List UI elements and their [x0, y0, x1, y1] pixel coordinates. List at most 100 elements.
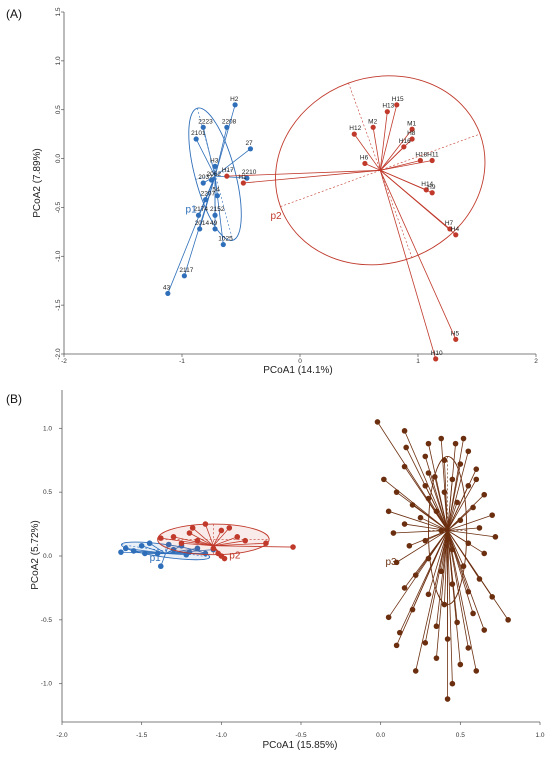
spoke-p2: [380, 160, 433, 171]
point-label: H1: [238, 174, 247, 181]
point-p1: [122, 545, 129, 552]
point-p2: [224, 173, 230, 179]
point-p2: [189, 525, 196, 531]
point-p2: [290, 544, 296, 550]
point-p3: [465, 645, 472, 651]
point-label: H18: [415, 152, 427, 159]
point-p2: [202, 521, 209, 527]
x-tick-label: -2: [61, 358, 67, 365]
point-p1: [142, 550, 148, 557]
point-p2: [429, 157, 435, 164]
point-p1: [247, 146, 254, 152]
point-p1: [146, 540, 153, 547]
x-tick-label: 1: [416, 358, 420, 365]
point-p1: [165, 541, 172, 548]
point-p3: [396, 629, 403, 636]
point-p1: [224, 124, 230, 130]
point-p1: [220, 241, 226, 248]
point-label: 2014: [195, 220, 210, 227]
point-p1: [138, 542, 145, 549]
group-label-p2: p2: [271, 211, 283, 222]
point-p3: [374, 419, 381, 425]
point-p2: [240, 180, 246, 186]
spoke-p1: [214, 104, 236, 177]
point-p3: [393, 642, 400, 649]
point-p1: [212, 212, 218, 218]
point-p3: [425, 440, 432, 447]
point-p1: [195, 212, 202, 218]
point-p3: [489, 594, 496, 600]
point-label: 2062: [207, 171, 222, 178]
y-tick-label: -2.0: [55, 348, 62, 360]
point-p2: [242, 537, 249, 544]
point-p3: [481, 550, 488, 557]
series-p3: p3: [374, 419, 511, 702]
point-p3: [401, 585, 408, 591]
spoke-p3: [415, 530, 448, 672]
y-tick-label: 1.0: [55, 56, 62, 65]
x-tick-label: 0: [298, 358, 302, 365]
point-label: H14: [421, 181, 433, 188]
point-p2: [351, 131, 357, 137]
point-p3: [470, 610, 476, 617]
point-p1: [200, 124, 206, 130]
point-p3: [473, 476, 480, 483]
spoke-p3: [420, 517, 448, 531]
point-p1: [212, 226, 218, 232]
point-p3: [441, 489, 448, 495]
point-p1: [154, 550, 161, 557]
point-p3: [393, 559, 400, 566]
spoke-p3: [436, 530, 448, 659]
spoke-p2: [213, 545, 294, 548]
point-p3: [489, 512, 496, 518]
point-p2: [453, 336, 459, 342]
group-label-p1: p1: [150, 553, 162, 564]
spoke-p2: [379, 169, 457, 236]
point-p2: [178, 540, 185, 547]
series-p1: p1: [118, 540, 217, 570]
point-p3: [460, 435, 467, 442]
spoke-p1: [214, 176, 224, 245]
spoke-p1: [167, 176, 216, 294]
spoke-p3: [444, 460, 448, 531]
panel-label: (B): [6, 392, 22, 406]
point-p3: [409, 502, 416, 508]
point-p3: [449, 680, 456, 687]
point-p3: [444, 636, 451, 642]
point-p1: [208, 177, 215, 183]
spoke-p3: [447, 527, 480, 531]
point-label: 54: [212, 187, 220, 194]
point-label: 27: [245, 140, 253, 147]
point-p1: [157, 563, 164, 570]
point-p2: [218, 527, 225, 534]
spoke-p3: [447, 530, 461, 665]
point-p3: [473, 668, 480, 674]
point-label: 43: [163, 284, 171, 291]
point-p2: [453, 232, 459, 238]
point-p2: [433, 356, 439, 362]
point-p3: [401, 521, 408, 527]
spoke-p2: [379, 111, 388, 171]
point-p3: [401, 463, 408, 470]
spoke-p3: [383, 479, 448, 531]
point-p3: [481, 627, 488, 633]
point-label: H3: [210, 157, 219, 164]
spoke-p2: [243, 169, 381, 184]
point-p3: [425, 470, 432, 476]
spoke-p1: [165, 553, 187, 556]
ellipse-axis-major-p1: [121, 544, 210, 558]
spoke-p1: [195, 138, 216, 177]
point-label: 2208: [222, 118, 237, 125]
group-label-p2: p2: [229, 551, 241, 562]
spoke-p3: [447, 463, 461, 531]
spoke-p3: [447, 514, 493, 531]
x-tick-label: 0.5: [456, 732, 465, 739]
point-p2: [394, 102, 400, 108]
point-p3: [465, 540, 472, 547]
spoke-p3: [444, 530, 448, 605]
point-p3: [476, 525, 483, 531]
spoke-p3: [447, 479, 477, 531]
